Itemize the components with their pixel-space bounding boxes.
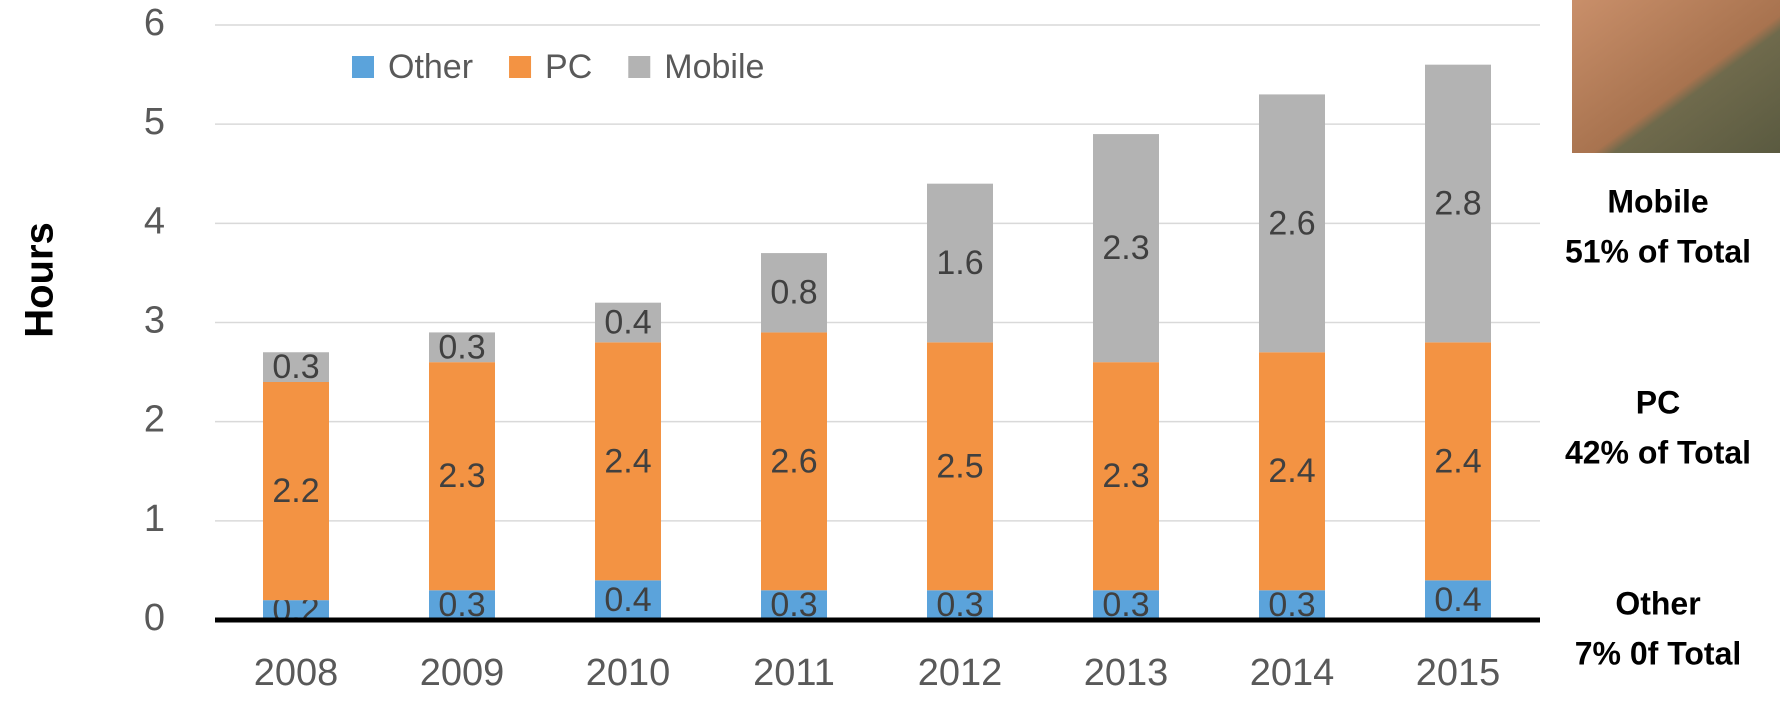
value-label: 1.6 <box>936 244 983 282</box>
annotation: 51% of Total <box>1565 233 1751 269</box>
value-label: 0.4 <box>604 303 651 341</box>
y-tick-label: 1 <box>144 498 165 540</box>
annotation: PC <box>1636 384 1680 420</box>
value-label: 2.8 <box>1434 184 1481 222</box>
y-tick-label: 4 <box>144 200 165 242</box>
legend-label: Mobile <box>664 48 764 86</box>
bar-segment <box>595 342 661 581</box>
y-axis-label: Hours <box>18 222 62 338</box>
y-tick-label: 2 <box>144 399 165 441</box>
bar-segment <box>1425 342 1491 581</box>
bar-segment <box>429 590 495 620</box>
value-label: 0.8 <box>770 274 817 312</box>
bar-segment <box>1425 64 1491 343</box>
bar-segment <box>761 253 827 333</box>
bar-segment <box>927 183 993 343</box>
value-label: 2.5 <box>936 447 983 485</box>
legend-swatch <box>352 56 374 78</box>
bar-segment <box>1259 94 1325 353</box>
bar-segment <box>263 600 329 620</box>
x-tick-label: 2008 <box>254 652 339 694</box>
value-label: 2.4 <box>1434 442 1481 480</box>
value-label: 2.6 <box>770 442 817 480</box>
value-label: 2.3 <box>1102 457 1149 495</box>
bar-segment <box>761 332 827 591</box>
bar-segment <box>263 352 329 382</box>
x-tick-label: 2012 <box>918 652 1003 694</box>
bar-segment <box>1093 362 1159 591</box>
value-label: 0.4 <box>604 581 651 619</box>
bar-segment <box>595 302 661 343</box>
x-tick-label: 2014 <box>1250 652 1335 694</box>
bar-segment <box>927 590 993 620</box>
bar-segment <box>595 580 661 620</box>
annotation: Other <box>1615 585 1700 621</box>
legend-label: PC <box>545 48 592 86</box>
value-label: 2.3 <box>1102 229 1149 267</box>
annotation: Mobile <box>1607 183 1708 219</box>
bar-segment <box>927 342 993 591</box>
bar-segment <box>1425 580 1491 620</box>
value-label: 0.3 <box>438 328 485 366</box>
value-label: 2.4 <box>604 442 651 480</box>
y-tick-label: 5 <box>144 101 165 143</box>
bar-segment <box>761 590 827 620</box>
value-label: 2.3 <box>438 457 485 495</box>
value-label: 2.4 <box>1268 452 1315 490</box>
bar-segment <box>429 362 495 591</box>
value-label: 2.2 <box>272 472 319 510</box>
y-tick-label: 6 <box>144 2 165 44</box>
x-tick-label: 2010 <box>586 652 671 694</box>
legend-swatch <box>509 56 532 78</box>
bar-segment <box>1093 134 1159 363</box>
photo <box>1572 0 1780 153</box>
value-label: 0.3 <box>272 348 319 386</box>
bar-segment <box>429 332 495 363</box>
legend-swatch <box>628 56 651 78</box>
bar-segment <box>1093 590 1159 620</box>
annotation: 42% of Total <box>1565 434 1751 470</box>
bar-segment <box>1259 590 1325 620</box>
legend-label: Other <box>388 48 473 86</box>
value-label: 0.4 <box>1434 581 1481 619</box>
y-tick-label: 3 <box>144 300 165 342</box>
y-tick-label: 0 <box>144 597 165 639</box>
x-tick-label: 2011 <box>753 652 835 694</box>
bar-segment <box>1259 352 1325 591</box>
x-tick-label: 2009 <box>420 652 505 694</box>
x-tick-label: 2013 <box>1084 652 1169 694</box>
value-label: 2.6 <box>1268 204 1315 242</box>
x-tick-label: 2015 <box>1416 652 1501 694</box>
bar-segment <box>263 382 329 601</box>
annotation: 7% 0f Total <box>1575 635 1742 671</box>
